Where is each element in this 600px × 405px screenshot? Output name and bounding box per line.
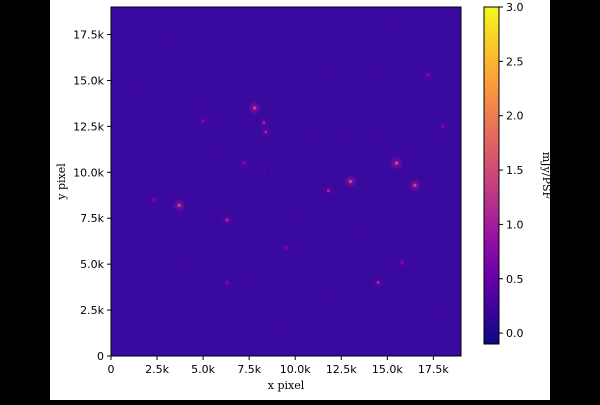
y-tick-label: 12.5k (73, 120, 104, 133)
y-tick-label: 5.0k (80, 258, 104, 271)
image-background (111, 7, 461, 356)
x-tick-label: 5.0k (191, 363, 215, 376)
source-15 (282, 243, 290, 252)
colorbar-tick-label: 3.0 (506, 1, 524, 14)
x-tick-label: 10.0k (280, 363, 311, 376)
left-margin (0, 0, 50, 400)
source-8 (345, 176, 356, 187)
source-16 (223, 278, 231, 287)
source-2 (249, 102, 260, 114)
source-22 (336, 132, 343, 139)
x-tick-label: 15.0k (372, 363, 403, 376)
source-28 (295, 213, 302, 220)
source-4 (261, 127, 270, 137)
source-19 (185, 268, 192, 275)
x-tick-label: 17.5k (418, 363, 449, 376)
source-25 (220, 113, 227, 121)
source-6 (199, 117, 207, 125)
colorbar-ticks: 0.0 0.5 1.0 1.5 2.0 2.5 3.0 (499, 1, 524, 340)
source-5 (239, 159, 248, 168)
chart-svg: 0 2.5k 5.0k 7.5k 10.0k 12.5k 15.0k 17.5k 0 2.5k 5… (55, 1, 553, 392)
source-31 (279, 329, 286, 336)
source-30 (407, 143, 415, 150)
source-24 (439, 122, 447, 130)
source-14 (398, 258, 406, 267)
colorbar-tick-label: 1.0 (506, 218, 524, 231)
source-3 (259, 118, 269, 128)
source-35 (165, 42, 171, 49)
source-11 (409, 180, 421, 191)
source-32 (321, 75, 328, 82)
source-9 (324, 186, 333, 195)
colorbar (483, 6, 500, 345)
source-17 (247, 282, 255, 290)
colorbar-tick-label: 1.5 (506, 164, 524, 177)
source-29 (356, 226, 363, 233)
y-tick-label: 7.5k (80, 212, 104, 225)
y-tick-label: 15.0k (73, 74, 104, 87)
source-26 (203, 97, 211, 104)
source-1 (222, 215, 232, 225)
figure-panel: 0 2.5k 5.0k 7.5k 10.0k 12.5k 15.0k 17.5k 0 2.5k 5… (50, 0, 553, 400)
source-27 (267, 170, 275, 178)
plot-frame (110, 6, 462, 357)
x-tick-label: 2.5k (145, 363, 169, 376)
source-23 (369, 126, 376, 134)
colorbar-tick-label: 2.0 (506, 110, 524, 123)
y-axis: 0 2.5k 5.0k 7.5k 10.0k 12.5k 15.0k 17.5k (73, 29, 111, 363)
sources-layer (130, 25, 447, 336)
source-34 (393, 25, 400, 33)
x-tick-label: 7.5k (237, 363, 261, 376)
x-axis-label: x pixel (268, 379, 305, 392)
source-0 (174, 200, 185, 211)
source-33 (367, 66, 374, 73)
right-margin (550, 0, 600, 400)
source-21 (312, 136, 319, 143)
y-tick-label: 0 (97, 350, 104, 363)
y-tick-label: 2.5k (80, 304, 104, 317)
source-36 (130, 92, 136, 99)
plot-area (111, 7, 461, 356)
colorbar-tick-label: 0.5 (506, 273, 524, 286)
x-tick-label: 0 (108, 363, 115, 376)
source-12 (423, 70, 432, 79)
colorbar-tick-label: 0.0 (506, 327, 524, 340)
source-7 (205, 145, 212, 152)
x-tick-label: 12.5k (326, 363, 357, 376)
source-10 (391, 157, 403, 169)
source-37 (437, 312, 444, 319)
colorbar-tick-label: 2.5 (506, 55, 524, 68)
y-tick-label: 17.5k (73, 29, 104, 42)
source-20 (149, 196, 157, 204)
x-axis: 0 2.5k 5.0k 7.5k 10.0k 12.5k 15.0k 17.5k (108, 356, 449, 376)
source-18 (330, 292, 338, 299)
source-13 (373, 278, 383, 287)
y-tick-label: 10.0k (73, 166, 104, 179)
y-axis-label: y pixel (55, 163, 68, 201)
colorbar-label: mJy/PSF (540, 152, 550, 200)
